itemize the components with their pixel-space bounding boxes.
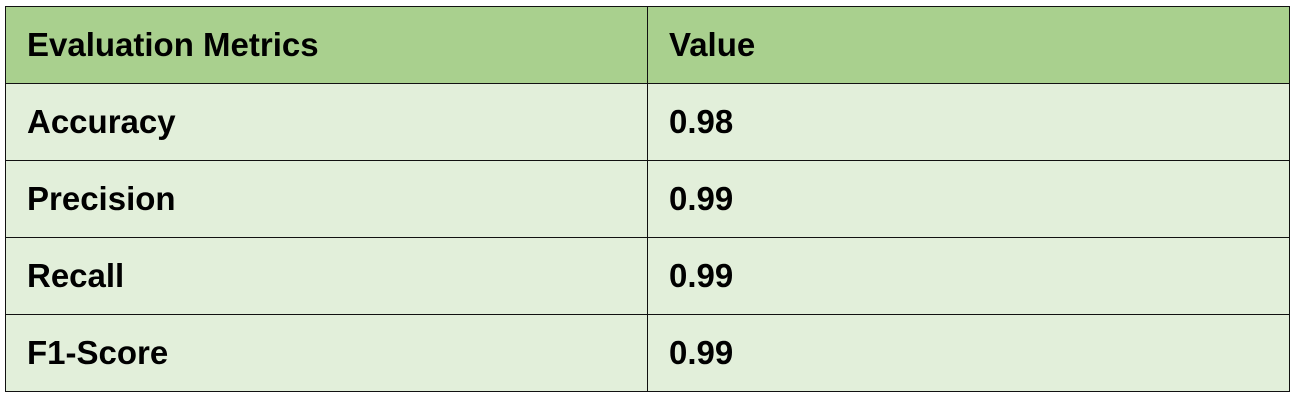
table-row: Accuracy 0.98 xyxy=(5,83,1290,161)
table-body: Accuracy 0.98 Precision 0.99 Recall 0.99… xyxy=(5,83,1290,392)
table-row: Recall 0.99 xyxy=(5,237,1290,315)
header-value: Value xyxy=(647,6,1290,84)
table-header: Evaluation Metrics Value xyxy=(5,6,1290,84)
table-row: F1-Score 0.99 xyxy=(5,314,1290,392)
metric-name-cell: Precision xyxy=(5,160,648,238)
header-evaluation-metrics: Evaluation Metrics xyxy=(5,6,648,84)
metric-value-cell: 0.98 xyxy=(647,83,1290,161)
metric-value-cell: 0.99 xyxy=(647,160,1290,238)
metric-name-cell: Recall xyxy=(5,237,648,315)
header-row: Evaluation Metrics Value xyxy=(5,6,1290,84)
metric-name-cell: F1-Score xyxy=(5,314,648,392)
table-row: Precision 0.99 xyxy=(5,160,1290,238)
metric-value-cell: 0.99 xyxy=(647,314,1290,392)
metric-name-cell: Accuracy xyxy=(5,83,648,161)
metric-value-cell: 0.99 xyxy=(647,237,1290,315)
evaluation-metrics-table: Evaluation Metrics Value Accuracy 0.98 P… xyxy=(5,6,1290,392)
